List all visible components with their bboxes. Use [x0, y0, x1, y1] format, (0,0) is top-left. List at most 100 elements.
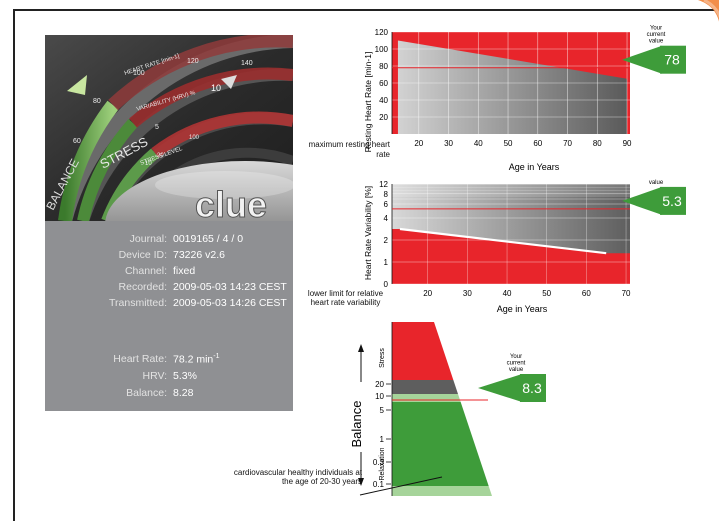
badge-label: value [649, 180, 664, 186]
y-tick-label: 0.1 [373, 480, 385, 489]
y-tick-label: 5 [380, 406, 385, 415]
device-dial-image: clue HEART RATE [min-1] VARIABILITY (HRV… [45, 35, 293, 221]
info-row-device-id: Device ID: 73226 v2.6 [45, 249, 293, 265]
info-value: 2009-05-03 14:23 CEST [173, 281, 287, 293]
badge-box [520, 374, 546, 402]
dial-tick: 80 [93, 98, 101, 105]
x-axis-label: Age in Years [497, 304, 548, 314]
info-value: fixed [173, 265, 196, 277]
dial-tick: 60 [73, 138, 81, 145]
device-report-panel: clue HEART RATE [min-1] VARIABILITY (HRV… [45, 35, 293, 411]
badge-label: Your [510, 354, 522, 360]
dial-tick: 10 [211, 83, 221, 93]
badge-label: current [647, 178, 666, 179]
x-tick-label: 20 [414, 139, 423, 148]
y-tick-label: 8 [384, 190, 389, 199]
balance-band [392, 402, 489, 486]
badge-value: 8.3 [522, 380, 542, 396]
badge-value: 5.3 [662, 193, 682, 209]
page-frame [13, 9, 717, 521]
summary-row-balance: Balance: 8.28 [45, 387, 293, 403]
y-tick-label: 1 [384, 258, 389, 267]
resting-heart-rate-chart: 20 30 40 50 60 70 80 90 20 40 60 80 100 120 Resting H… [309, 26, 686, 172]
badge-box [660, 186, 686, 215]
info-row-recorded: Recorded: 2009-05-03 14:23 CEST [45, 281, 293, 297]
x-tick-label: 90 [623, 139, 632, 148]
x-tick-label: 40 [503, 289, 512, 298]
dial-tick: 20 [157, 153, 164, 159]
y-tick-label: 1 [380, 435, 385, 444]
x-tick-label: 70 [622, 289, 631, 298]
stress-label: Stress [379, 348, 386, 368]
y-tick-label: 0 [384, 280, 389, 289]
badge-label: current [647, 32, 666, 38]
info-value: 73226 v2.6 [173, 249, 225, 261]
summary-value: 8.28 [173, 387, 194, 399]
info-label: Channel: [124, 265, 167, 277]
badge-label: value [649, 39, 664, 45]
note-pointer-line [359, 476, 443, 496]
dial-tick: 10 [145, 161, 152, 167]
badge-label: Your [650, 26, 662, 32]
badge-arrow [622, 186, 662, 215]
y-tick-label: 20 [379, 113, 388, 122]
summary-value: 78.2 min-1 [173, 353, 220, 366]
lower-limit-line [399, 227, 607, 255]
info-label: Recorded: [118, 281, 167, 293]
stress-band [392, 322, 454, 380]
badge-label: value [509, 367, 524, 373]
x-tick-label: 70 [563, 139, 572, 148]
x-tick-label: 60 [582, 289, 591, 298]
upper-normal-band [392, 394, 461, 402]
y-tick-label: 20 [375, 380, 384, 389]
y-tick-label: 2 [384, 236, 389, 245]
y-tick-label: 0.3 [373, 458, 385, 467]
y-tick-label: 80 [379, 62, 388, 71]
dial-tick: 100 [189, 135, 200, 141]
max-resting-note: maximum resting heart rate [309, 140, 390, 159]
y-axis-label: Resting Heart Rate [min-1] [363, 52, 373, 153]
chart-red-area [392, 229, 630, 284]
y-tick-label: 120 [375, 28, 389, 37]
y-tick-label: 100 [375, 45, 389, 54]
x-tick-label: 60 [533, 139, 542, 148]
x-tick-label: 30 [463, 289, 472, 298]
summary-label: Balance: [126, 387, 167, 399]
y-tick-label: 10 [375, 392, 384, 401]
badge-arrow [622, 45, 662, 74]
summary-row-hrv: HRV: 5.3% [45, 370, 293, 386]
info-value: 2009-05-03 14:26 CEST [173, 297, 287, 309]
y-tick-label: 4 [384, 214, 389, 223]
x-tick-label: 50 [542, 289, 551, 298]
summary-label: Heart Rate: [113, 353, 167, 365]
info-row-transmitted: Transmitted: 2009-05-03 14:26 CEST [45, 297, 293, 313]
summary-label: HRV: [142, 370, 167, 382]
info-row-channel: Channel: fixed [45, 265, 293, 281]
dial-tick: 5 [155, 124, 159, 131]
y-tick-label: 12 [379, 180, 388, 189]
info-label: Transmitted: [109, 297, 167, 309]
badge-label: current [507, 361, 526, 367]
relaxation-band [392, 486, 492, 496]
dial-tick: 100 [133, 70, 145, 77]
balance-chart: 20 10 5 1 0.3 0.1 Stress Balance Relaxation c… [234, 322, 546, 496]
info-label: Device ID: [118, 249, 167, 261]
relaxation-label: Relaxation [379, 447, 386, 480]
badge-box [660, 45, 686, 74]
clue-logo: clue [195, 184, 267, 221]
x-tick-label: 40 [474, 139, 483, 148]
summary-value: 5.3% [173, 370, 197, 382]
dial-tick: 140 [241, 60, 253, 67]
healthy-individuals-note: cardiovascular healthy individuals at th… [234, 468, 362, 486]
badge-arrow [478, 374, 522, 402]
x-axis-label: Age in Years [509, 162, 560, 172]
balance-axis-label: Balance [349, 401, 364, 448]
elevated-band [392, 380, 458, 394]
x-tick-label: 80 [593, 139, 602, 148]
balance-arrows [358, 344, 364, 486]
y-axis-label: Heart Rate Variability [%] [363, 186, 373, 280]
summary-row-heart-rate: Heart Rate: 78.2 min-1 [45, 353, 293, 369]
